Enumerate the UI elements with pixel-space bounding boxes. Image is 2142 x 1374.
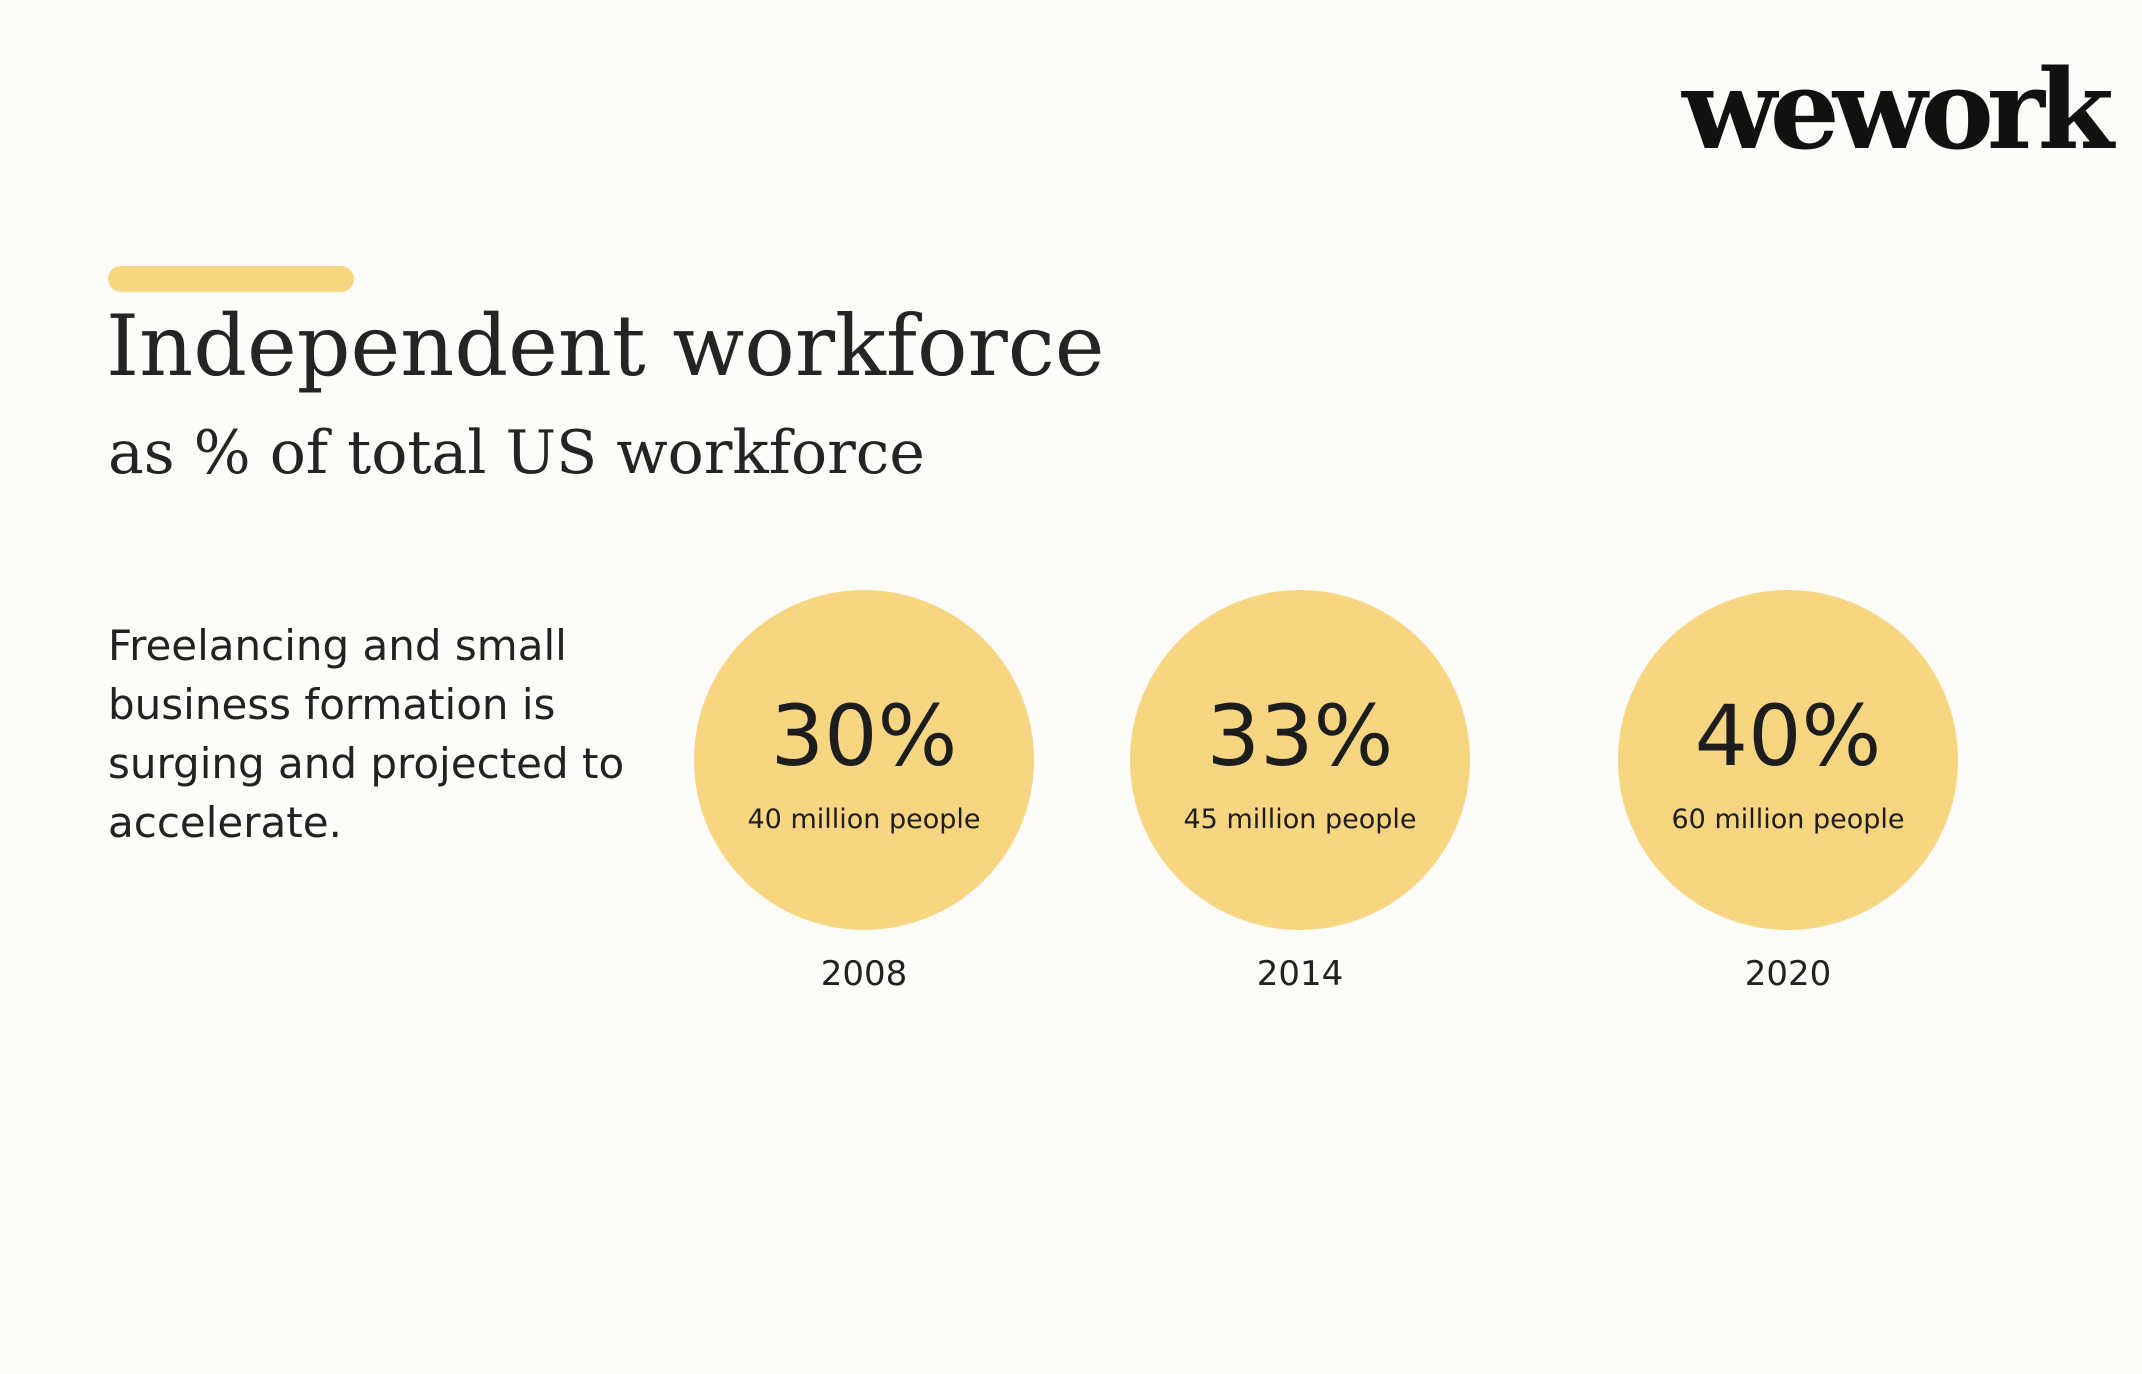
- stat-percent: 30%: [770, 686, 958, 785]
- accent-bar: [108, 266, 354, 292]
- stat-2020: 40% 60 million people 2020: [1618, 590, 1958, 994]
- stat-2014: 33% 45 million people 2014: [1130, 590, 1470, 994]
- stat-year: 2020: [1744, 954, 1832, 994]
- stat-percent: 33%: [1206, 686, 1394, 785]
- stat-2008: 30% 40 million people 2008: [694, 590, 1034, 994]
- page-subtitle: as % of total US workforce: [108, 418, 925, 488]
- stat-people: 45 million people: [1183, 803, 1417, 835]
- stat-people: 60 million people: [1671, 803, 1905, 835]
- stat-circle: 40% 60 million people: [1618, 590, 1958, 930]
- stat-circle: 30% 40 million people: [694, 590, 1034, 930]
- stat-percent: 40%: [1694, 686, 1882, 785]
- stat-year: 2014: [1256, 954, 1344, 994]
- stat-circle: 33% 45 million people: [1130, 590, 1470, 930]
- stat-people: 40 million people: [747, 803, 981, 835]
- description-text: Freelancing and small business formation…: [108, 621, 625, 847]
- wework-logo: wework: [1682, 45, 2114, 174]
- stat-year: 2008: [820, 954, 908, 994]
- page-title: Independent workforce: [106, 297, 1105, 395]
